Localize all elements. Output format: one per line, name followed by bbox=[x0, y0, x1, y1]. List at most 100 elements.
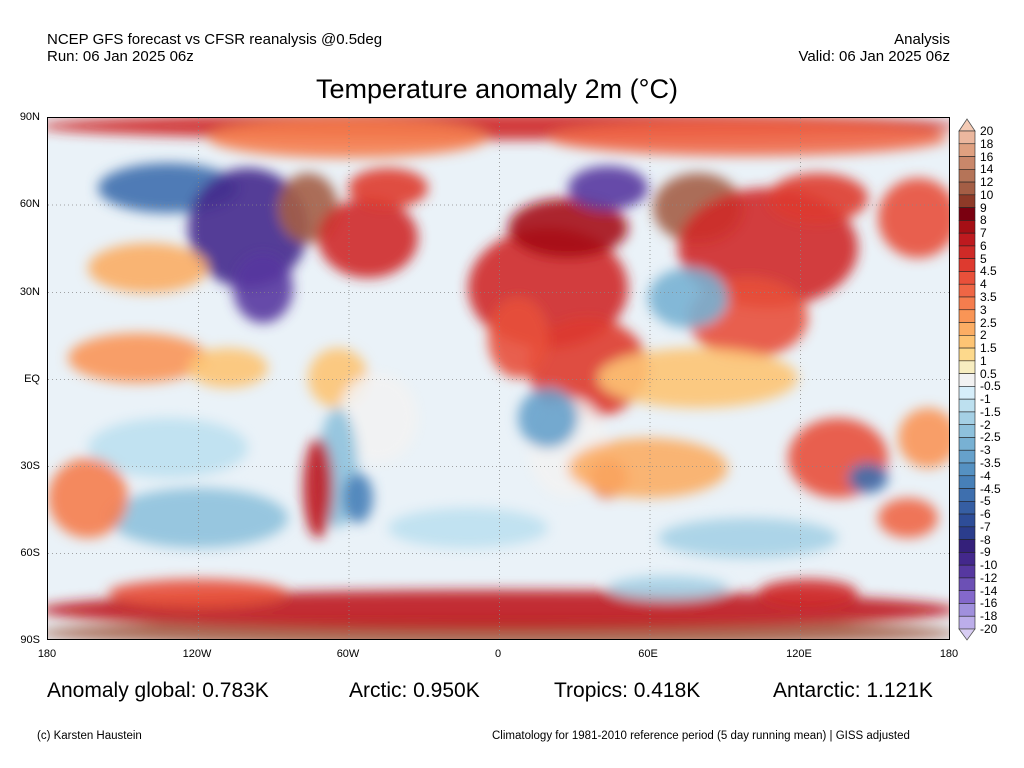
antarctic-anomaly: Antarctic: 1.121K bbox=[773, 679, 933, 702]
lon-label-0: 0 bbox=[494, 648, 502, 660]
colorbar-label: -3.5 bbox=[980, 456, 1001, 470]
colorbar bbox=[958, 118, 976, 641]
colorbar-bin bbox=[958, 501, 976, 515]
colorbar-bin bbox=[958, 258, 976, 272]
colorbar-label: -0.5 bbox=[980, 379, 1001, 394]
colorbar-label: 16 bbox=[980, 149, 994, 164]
anomaly-region bbox=[878, 178, 949, 258]
lon-label-60e: 60E bbox=[638, 648, 658, 660]
colorbar-bin bbox=[958, 373, 976, 387]
colorbar-label: 1.5 bbox=[980, 341, 997, 356]
colorbar-bin bbox=[958, 386, 976, 400]
global-anomaly: Anomaly global: 0.783K bbox=[47, 679, 269, 702]
colorbar-bin bbox=[958, 513, 976, 528]
anomaly-region bbox=[768, 173, 868, 223]
anomaly-region bbox=[758, 579, 858, 607]
anomaly-region bbox=[108, 488, 288, 548]
lon-label-120w: 120W bbox=[182, 648, 212, 660]
colorbar-bin bbox=[958, 590, 976, 604]
lon-label-180w: 180 bbox=[37, 648, 57, 660]
credit: (c) Karsten Haustein bbox=[37, 730, 142, 742]
tropics-anomaly: Tropics: 0.418K bbox=[554, 679, 701, 702]
colorbar-label: 8 bbox=[980, 213, 987, 228]
colorbar-label: 5 bbox=[980, 251, 987, 266]
anomaly-region bbox=[88, 418, 248, 478]
lon-label-180e: 180 bbox=[939, 648, 959, 660]
temperature-anomaly-map bbox=[47, 117, 950, 640]
colorbar-bin bbox=[958, 360, 976, 374]
colorbar-label: 12 bbox=[980, 175, 994, 190]
analysis-label: Analysis bbox=[894, 31, 950, 48]
anomaly-region bbox=[348, 168, 428, 208]
gridlines bbox=[48, 118, 949, 639]
anomaly-field bbox=[48, 118, 949, 639]
colorbar-label: -5 bbox=[980, 494, 991, 509]
colorbar-label: -8 bbox=[980, 532, 991, 547]
arctic-anomaly: Arctic: 0.950K bbox=[349, 679, 480, 702]
anomaly-region bbox=[488, 298, 548, 378]
anomaly-region bbox=[568, 438, 728, 498]
colorbar-label: -4 bbox=[980, 468, 991, 483]
colorbar-label: -2.5 bbox=[980, 430, 1001, 445]
anomaly-region bbox=[208, 118, 488, 158]
colorbar-bin bbox=[958, 488, 976, 502]
colorbar-label: -12 bbox=[980, 570, 998, 585]
colorbar-bin bbox=[958, 232, 976, 247]
colorbar-label: 3 bbox=[980, 302, 987, 317]
colorbar-label: -6 bbox=[980, 507, 991, 522]
colorbar-bin bbox=[958, 309, 976, 323]
colorbar-bin bbox=[958, 577, 976, 591]
anomaly-region bbox=[508, 198, 628, 258]
anomaly-region bbox=[303, 438, 333, 538]
lat-label-eq: EQ bbox=[24, 373, 40, 385]
anomaly-region bbox=[388, 508, 548, 548]
anomaly-region bbox=[878, 498, 938, 538]
climatology-note: Climatology for 1981-2010 reference peri… bbox=[492, 730, 910, 742]
anomaly-region bbox=[548, 120, 948, 156]
colorbar-label: 1 bbox=[980, 353, 987, 368]
colorbar-label: 0.5 bbox=[980, 366, 997, 381]
colorbar-label: 3.5 bbox=[980, 290, 997, 304]
anomaly-region bbox=[88, 243, 208, 293]
colorbar-bin bbox=[958, 207, 976, 221]
lat-label-30n: 30N bbox=[19, 286, 40, 298]
colorbar-label: 9 bbox=[980, 200, 987, 215]
colorbar-bin bbox=[958, 347, 976, 362]
colorbar-bin bbox=[958, 462, 976, 477]
anomaly-region bbox=[898, 408, 949, 468]
colorbar-bin bbox=[958, 194, 976, 208]
colorbar-bin bbox=[958, 271, 976, 285]
anomaly-region bbox=[568, 166, 648, 210]
colorbar-label: -4.5 bbox=[980, 481, 1001, 496]
colorbar-bin bbox=[958, 539, 976, 553]
colorbar-label: -18 bbox=[980, 609, 998, 624]
lat-label-90n: 90N bbox=[19, 111, 40, 123]
colorbar-bin bbox=[958, 130, 976, 145]
colorbar-label: -2 bbox=[980, 417, 991, 432]
colorbar-label: 7 bbox=[980, 226, 987, 241]
colorbar-label: -14 bbox=[980, 583, 998, 598]
colorbar-bin bbox=[958, 181, 976, 196]
colorbar-bin bbox=[958, 526, 976, 540]
lon-label-60w: 60W bbox=[336, 648, 360, 660]
colorbar-label: -16 bbox=[980, 596, 998, 611]
anomaly-region bbox=[343, 473, 373, 523]
colorbar-label: -1 bbox=[980, 392, 991, 407]
colorbar-label: -1.5 bbox=[980, 404, 1001, 419]
map-title: Temperature anomaly 2m (°C) bbox=[316, 74, 678, 104]
lon-label-120e: 120E bbox=[786, 648, 812, 660]
colorbar-bin bbox=[958, 424, 976, 438]
colorbar-bin bbox=[958, 475, 976, 489]
colorbar-bin bbox=[958, 603, 976, 617]
anomaly-region bbox=[188, 348, 268, 388]
colorbar-bin bbox=[958, 283, 976, 298]
colorbar-label: -7 bbox=[980, 519, 991, 534]
colorbar-bin bbox=[958, 245, 976, 259]
colorbar-label: 10 bbox=[980, 187, 994, 202]
lat-label-60s: 60S bbox=[20, 547, 40, 559]
colorbar-label: -20 bbox=[980, 622, 998, 636]
colorbar-bin bbox=[958, 437, 976, 451]
colorbar-bin bbox=[958, 449, 976, 464]
colorbar-label: 4 bbox=[980, 277, 987, 292]
colorbar-bin bbox=[958, 398, 976, 413]
